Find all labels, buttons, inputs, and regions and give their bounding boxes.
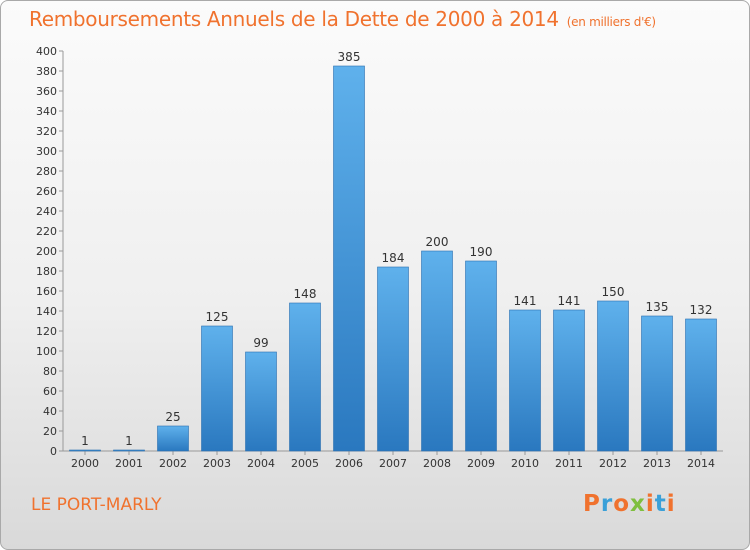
x-tick-label: 2002 xyxy=(159,457,187,470)
bar xyxy=(289,302,321,452)
bar xyxy=(465,260,497,452)
x-tick-label: 2011 xyxy=(555,457,583,470)
bar xyxy=(641,315,673,452)
chart-title: Remboursements Annuels de la Dette de 20… xyxy=(29,7,656,31)
bar xyxy=(553,309,585,452)
y-tick-label: 280 xyxy=(36,165,57,178)
y-tick-label: 320 xyxy=(36,125,57,138)
bar xyxy=(245,351,277,452)
y-tick-label: 140 xyxy=(36,305,57,318)
x-axis: 2000 2001 2002 2003 2004 2005 2006 2007 2008 2009… xyxy=(63,450,723,470)
data-label: 148 xyxy=(294,287,317,301)
data-label: 99 xyxy=(253,336,268,350)
bar xyxy=(421,250,453,452)
bar xyxy=(69,449,101,452)
y-tick-label: 60 xyxy=(43,385,57,398)
logo-letter: t xyxy=(654,491,667,517)
logo-letter: o xyxy=(613,491,631,517)
data-label: 125 xyxy=(206,310,229,324)
bar xyxy=(113,449,145,452)
bar xyxy=(509,309,541,452)
y-tick-label: 200 xyxy=(36,245,57,258)
y-tick-label: 0 xyxy=(50,445,57,458)
y-tick-label: 180 xyxy=(36,265,57,278)
data-label: 132 xyxy=(690,303,713,317)
y-tick-label: 80 xyxy=(43,365,57,378)
x-tick-label: 2013 xyxy=(643,457,671,470)
chart-subtitle: (en milliers d'€) xyxy=(566,15,656,29)
x-tick-label: 2000 xyxy=(71,457,99,470)
bars xyxy=(69,65,717,452)
x-tick-label: 2001 xyxy=(115,457,143,470)
x-tick-label: 2006 xyxy=(335,457,363,470)
x-tick-label: 2012 xyxy=(599,457,627,470)
data-label: 141 xyxy=(558,294,581,308)
data-label: 184 xyxy=(382,251,405,265)
data-label: 1 xyxy=(125,434,133,448)
x-tick-label: 2008 xyxy=(423,457,451,470)
data-label: 135 xyxy=(646,300,669,314)
y-tick-label: 160 xyxy=(36,285,57,298)
data-label: 150 xyxy=(602,285,625,299)
logo-letter: i xyxy=(645,491,655,517)
x-tick-label: 2005 xyxy=(291,457,319,470)
logo-letter: x xyxy=(630,491,646,517)
y-tick-label: 240 xyxy=(36,205,57,218)
y-tick-label: 120 xyxy=(36,325,57,338)
y-tick-label: 260 xyxy=(36,185,57,198)
y-axis: 0 20 40 60 80 100 120 140 160 180 200 220 240 260 280 3… xyxy=(36,45,64,458)
data-label: 190 xyxy=(470,245,493,259)
data-label: 141 xyxy=(514,294,537,308)
x-tick-label: 2010 xyxy=(511,457,539,470)
logo-letter: r xyxy=(600,491,614,517)
logo-letter: i xyxy=(666,491,676,517)
proxiti-logo: Proxiti xyxy=(583,491,676,517)
y-tick-label: 340 xyxy=(36,105,57,118)
data-label: 25 xyxy=(165,410,180,424)
y-tick-label: 220 xyxy=(36,225,57,238)
bar xyxy=(597,300,629,452)
y-tick-label: 380 xyxy=(36,65,57,78)
commune-name: LE PORT-MARLY xyxy=(31,495,162,515)
y-tick-label: 100 xyxy=(36,345,57,358)
x-tick-label: 2007 xyxy=(379,457,407,470)
y-tick-label: 360 xyxy=(36,85,57,98)
bar xyxy=(685,318,717,452)
x-tick-label: 2003 xyxy=(203,457,231,470)
y-tick-label: 400 xyxy=(36,45,57,58)
data-label: 200 xyxy=(426,235,449,249)
x-tick-label: 2014 xyxy=(687,457,715,470)
y-tick-label: 40 xyxy=(43,405,57,418)
y-tick-label: 300 xyxy=(36,145,57,158)
x-tick-label: 2009 xyxy=(467,457,495,470)
logo-letter: P xyxy=(583,491,601,517)
bar xyxy=(201,325,233,452)
title-text: Remboursements Annuels de la Dette de 20… xyxy=(29,7,559,31)
bar xyxy=(157,425,189,452)
y-tick-label: 20 xyxy=(43,425,57,438)
data-label: 1 xyxy=(81,434,89,448)
data-label: 385 xyxy=(338,50,361,64)
x-tick-label: 2004 xyxy=(247,457,275,470)
bar xyxy=(377,266,409,452)
bar xyxy=(333,65,365,452)
